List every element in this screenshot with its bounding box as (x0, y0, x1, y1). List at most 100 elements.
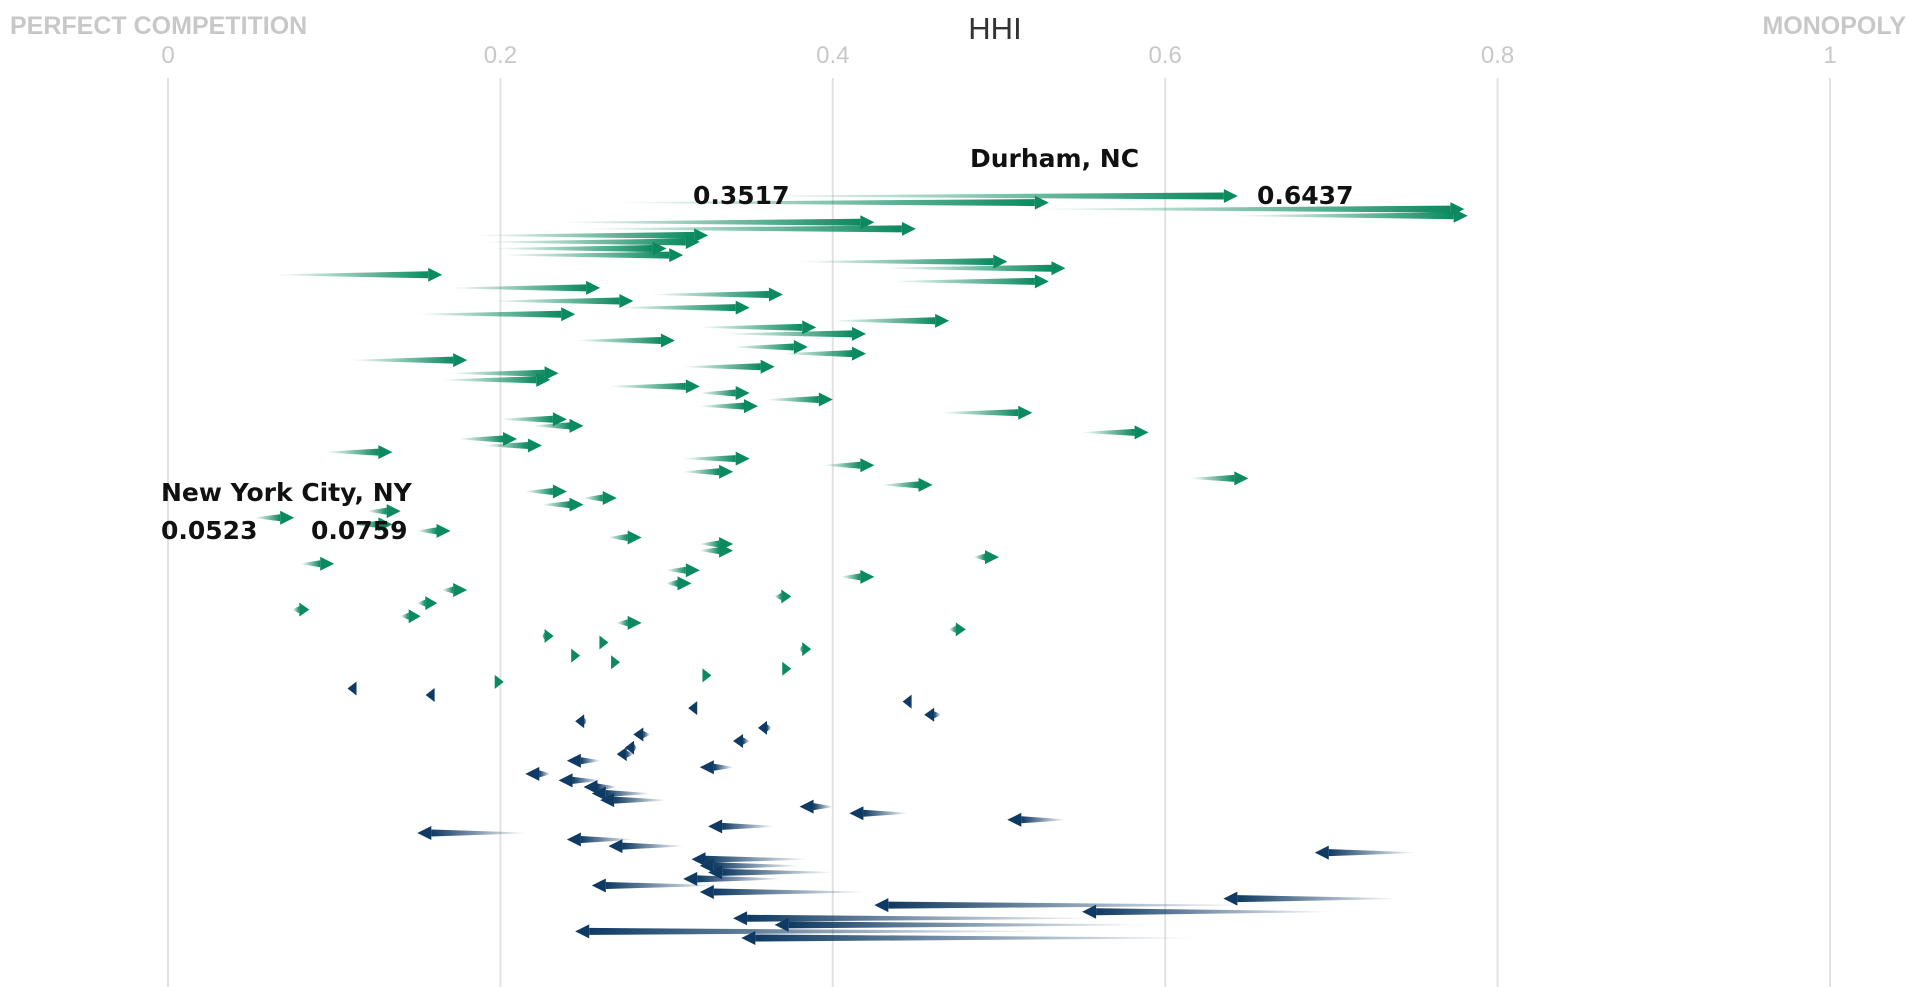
arrow-increase (599, 635, 609, 650)
arrow-decrease (733, 911, 1099, 926)
arrow-head (611, 655, 621, 670)
arrow-head (558, 773, 573, 788)
arrow-head (694, 228, 709, 243)
arrow-head (733, 734, 744, 749)
arrow-shaft (400, 612, 409, 620)
arrow-head (575, 924, 590, 939)
arrow-head (849, 806, 864, 821)
arrow-increase (733, 340, 808, 355)
arrow-head (802, 320, 817, 335)
arrow-shaft (1190, 474, 1235, 482)
arrow-head (386, 504, 401, 519)
arrow-head (735, 300, 750, 315)
arrow-head (901, 221, 916, 236)
arrow-head (691, 852, 706, 867)
arrow-shaft (824, 461, 861, 469)
arrow-shaft (934, 711, 941, 719)
arrow-shaft (583, 225, 902, 233)
arrow-head (494, 674, 504, 689)
arrow-shaft (417, 599, 426, 607)
arrow-increase (1082, 425, 1149, 440)
arrow-increase (533, 418, 584, 433)
arrow-increase (782, 661, 792, 676)
arrow-shaft (442, 586, 454, 594)
arrow-head (708, 819, 723, 834)
arrow-head (619, 294, 634, 309)
arrow-increase (442, 372, 551, 387)
arrow-head (685, 563, 700, 578)
arrow-head (627, 615, 642, 630)
arrow-decrease (558, 773, 601, 788)
arrow-increase (799, 642, 812, 657)
arrow-shaft (940, 409, 1019, 417)
arrow-increase (1190, 471, 1249, 486)
arrow-head (536, 372, 551, 387)
arrow-shaft (1021, 816, 1066, 824)
arrow-shaft (713, 888, 867, 896)
arrow-head (735, 385, 750, 400)
arrow-head (561, 307, 576, 322)
arrow-shaft (832, 317, 936, 325)
arrow-shaft (626, 750, 634, 758)
arrow-decrease (708, 819, 775, 834)
arrow-increase (525, 484, 567, 499)
arrow-shaft (276, 271, 429, 279)
arrow-decrease (566, 753, 601, 768)
arrow-shaft (683, 468, 720, 476)
arrow-head (453, 582, 468, 597)
arrow-increase (699, 320, 817, 335)
arrow-head (408, 609, 421, 624)
arrow-increase (541, 497, 584, 512)
arrow-shaft (634, 744, 637, 752)
arrow-head (378, 445, 393, 460)
arrow-increase (699, 399, 759, 414)
arrow-decrease (616, 747, 634, 762)
arrow-shaft (863, 809, 908, 817)
arrow-head (1082, 904, 1097, 919)
arrow-head (569, 418, 584, 433)
arrow-decrease (799, 799, 833, 814)
arrow-shaft (583, 494, 603, 502)
arrow-shaft (705, 855, 808, 863)
arrow-head (608, 839, 623, 854)
arrow-head (802, 642, 812, 657)
arrow-head (417, 825, 432, 840)
x-tick-label: 1 (1823, 42, 1836, 69)
arrow-shaft (799, 645, 803, 653)
arrow-increase (483, 234, 700, 249)
arrow-head (378, 517, 393, 532)
annotation-durham: Durham, NC 0.3517 0.6437 (693, 144, 1353, 210)
arrow-shaft (575, 336, 661, 344)
arrow-increase (450, 366, 559, 381)
x-tick-label: 0.4 (816, 42, 849, 69)
arrow-shaft (649, 290, 769, 298)
arrow-head (1007, 812, 1022, 827)
arrow-increase (699, 543, 734, 558)
arrow-decrease (741, 931, 1199, 945)
arrow-decrease (691, 852, 808, 867)
arrow-increase (683, 359, 775, 374)
arrow-head (733, 911, 748, 926)
arrow-shaft (608, 382, 686, 390)
arrow-shaft (483, 238, 686, 246)
arrow-increase (500, 412, 567, 427)
arrow-decrease (575, 924, 1049, 939)
arrow-shaft (525, 487, 553, 495)
arrow-decrease (849, 806, 908, 821)
arrow-increase (367, 504, 401, 519)
arrow-increase (824, 458, 875, 473)
arrow-shaft (450, 369, 545, 377)
arrow-shaft (697, 875, 783, 883)
arrow-increase (583, 491, 617, 506)
arrow-head (852, 326, 867, 341)
arrow-shaft (890, 277, 1035, 285)
arrow-head (453, 353, 468, 368)
arrow-shaft (572, 776, 601, 784)
arrow-decrease (683, 871, 783, 886)
arrow-head (600, 793, 615, 808)
arrow-shaft (292, 606, 300, 614)
arrow-increase (475, 228, 709, 243)
arrow-head (677, 576, 692, 591)
annotation-nyc: New York City, NY 0.0523 0.0759 (161, 478, 413, 545)
